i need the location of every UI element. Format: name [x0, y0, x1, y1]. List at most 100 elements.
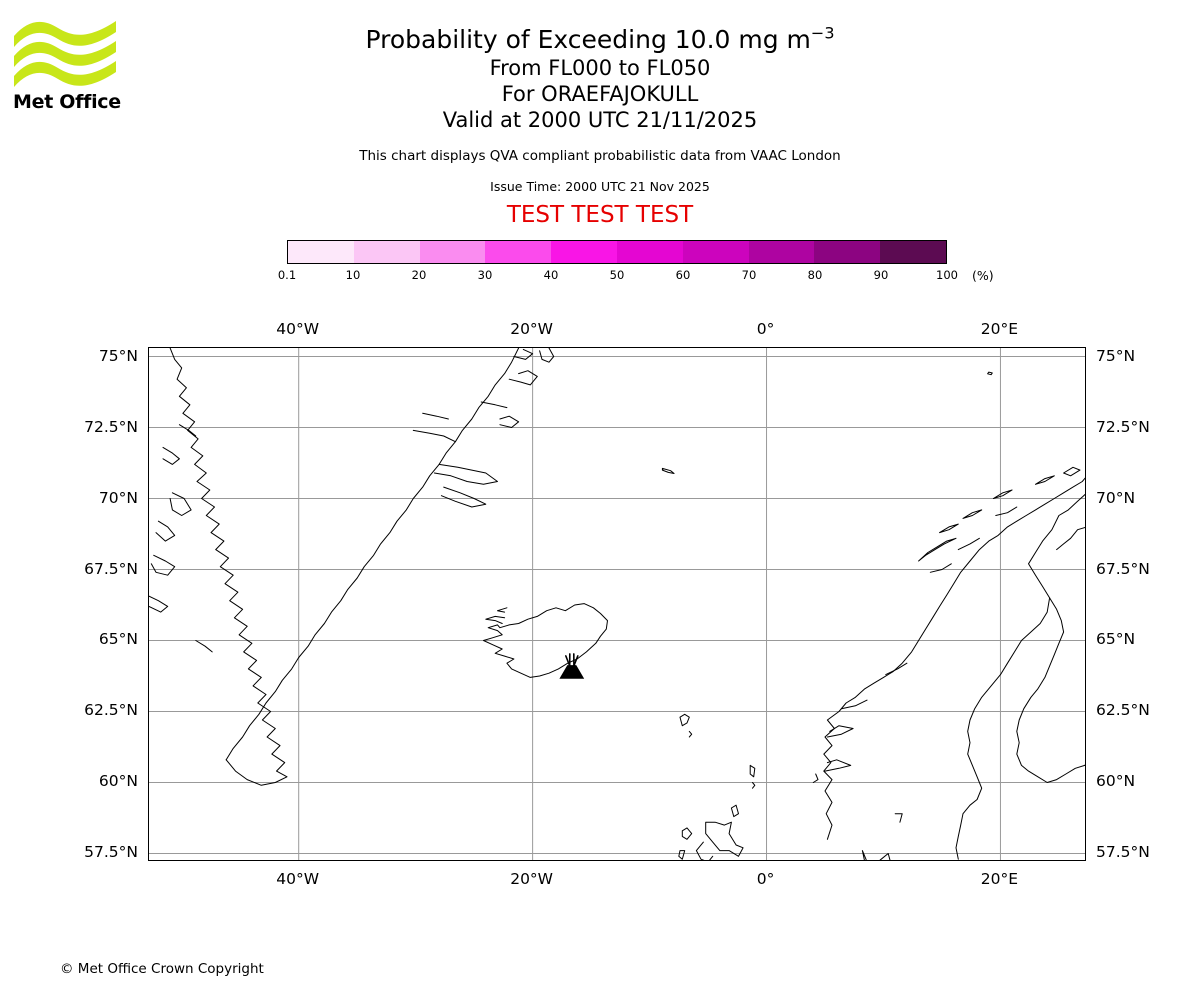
lon-tick-bottom--20: 20°W: [510, 870, 554, 888]
coastline-path: [1035, 475, 1055, 485]
met-office-wave-mark: [14, 21, 116, 87]
colorbar-tick-30: 30: [477, 268, 493, 282]
colorbar-tick-90: 90: [873, 268, 889, 282]
colorbar-band-3: [485, 241, 552, 263]
coastline-path: [480, 401, 508, 409]
coastline-path: [826, 725, 854, 738]
colorbar-band-2: [419, 241, 486, 263]
volcano-marker-icon: [559, 653, 585, 679]
coastline-path: [688, 730, 693, 738]
map-gridlines: [149, 348, 1085, 860]
colorbar-tick-60: 60: [675, 268, 691, 282]
lat-tick-left-60: 60°N: [98, 772, 138, 791]
met-office-logo: Met Office: [12, 18, 122, 113]
coastline-path: [178, 424, 197, 437]
page-title-text: Probability of Exceeding 10.0 mg m: [365, 25, 811, 54]
coastline-path: [485, 615, 506, 624]
coastline-path: [539, 348, 555, 363]
colorbar-tick-0-1: 0.1: [277, 268, 297, 282]
colorbar-band-8: [814, 241, 881, 263]
coastline-path: [705, 821, 744, 857]
coastline-path: [824, 759, 852, 772]
coastline-path: [987, 371, 993, 376]
lon-tick-bottom--40: 40°W: [276, 870, 320, 888]
coastline-path: [955, 493, 1085, 860]
coastline-path: [433, 463, 498, 485]
map-frame: [148, 347, 1086, 861]
lon-tick-top--20: 20°W: [510, 320, 554, 338]
colorbar-tick-10: 10: [345, 268, 361, 282]
volcano-name: For ORAEFAJOKULL: [501, 82, 699, 106]
lat-tick-right-57.5: 57.5°N: [1096, 843, 1150, 862]
colorbar-band-7: [748, 241, 815, 263]
coastline-path: [939, 523, 959, 534]
colorbar-band-5: [616, 241, 683, 263]
colorbar-tick-50: 50: [609, 268, 625, 282]
probability-colorbar: 0.1 10 20 30 40 50 60 70 80 90 100: [278, 240, 958, 282]
coastline-path: [1016, 597, 1085, 783]
coastline-path: [885, 662, 908, 676]
colorbar-tick-20: 20: [411, 268, 427, 282]
copyright-notice: © Met Office Crown Copyright: [60, 961, 264, 977]
coastline-path: [678, 850, 686, 860]
coastline-path: [840, 699, 868, 710]
lat-tick-right-60: 60°N: [1096, 772, 1136, 791]
lon-tick-top-0: 0°: [756, 320, 775, 338]
flight-level-range: From FL000 to FL050: [489, 56, 711, 80]
coastline-path: [861, 850, 891, 860]
coastline-path: [957, 537, 980, 551]
chart-title-block: Probability of Exceeding 10.0 mg m−3 Fro…: [0, 0, 1200, 228]
lat-tick-left-67.5: 67.5°N: [84, 559, 138, 578]
coastline-path: [149, 595, 169, 613]
lat-tick-right-75: 75°N: [1096, 346, 1136, 365]
lat-tick-left-65: 65°N: [98, 630, 138, 649]
coastline-path: [823, 477, 1085, 840]
coastline-path: [499, 415, 520, 428]
lat-tick-right-62.5: 62.5°N: [1096, 701, 1150, 720]
colorbar-units-label: (%): [972, 268, 994, 283]
coastline-path: [695, 841, 714, 860]
map-canvas: [149, 348, 1085, 860]
coastline-path: [661, 467, 675, 474]
coastline-path: [440, 486, 487, 508]
colorbar-band-4: [551, 241, 617, 263]
lat-tick-right-65: 65°N: [1096, 630, 1136, 649]
lon-tick-bottom-0: 0°: [756, 870, 775, 888]
coastline-path: [497, 607, 508, 613]
colorbar-tick-70: 70: [741, 268, 757, 282]
test-banner: TEST TEST TEST: [506, 202, 694, 228]
lat-tick-left-70: 70°N: [98, 488, 138, 507]
coastline-path: [162, 446, 180, 465]
coastline-path: [918, 537, 957, 562]
coastline-path: [155, 520, 176, 542]
lon-tick-bottom-20: 20°E: [980, 870, 1019, 888]
colorbar-tick-labels: 0.1 10 20 30 40 50 60 70 80 90 100: [278, 268, 958, 284]
valid-time: Valid at 2000 UTC 21/11/2025: [442, 108, 758, 132]
map-panel: 40°W 40°W 20°W 20°W 0° 0° 20°E 20°E 75°N 75°N 72.5…: [84, 320, 1150, 888]
coastline-path: [1063, 466, 1081, 477]
lat-tick-right-67.5: 67.5°N: [1096, 559, 1150, 578]
colorbar-band-1: [353, 241, 420, 263]
coastline-path: [749, 764, 756, 778]
map-coastlines: [149, 348, 1085, 860]
coastline-path: [513, 348, 534, 360]
met-office-wordmark: Met Office: [13, 91, 121, 113]
lat-tick-left-57.5: 57.5°N: [84, 843, 138, 862]
coastline-path: [422, 412, 449, 420]
colorbar-tick-80: 80: [807, 268, 823, 282]
colorbar-band-9: [880, 241, 946, 263]
coastline-path: [992, 489, 1013, 499]
coastline-path: [894, 813, 903, 823]
coastline-path: [1056, 526, 1085, 551]
coastline-path: [412, 429, 456, 443]
colorbar-band-6: [682, 241, 749, 263]
coastline-path: [195, 640, 213, 653]
colorbar-tick-40: 40: [543, 268, 559, 282]
coastline-path: [169, 348, 288, 786]
coastline-path: [169, 492, 192, 516]
coastline-path: [679, 713, 690, 727]
coastline-path: [962, 509, 983, 519]
colorbar-tick-100: 100: [936, 268, 958, 282]
coastline-path: [681, 827, 693, 840]
coastline-path: [929, 563, 952, 573]
